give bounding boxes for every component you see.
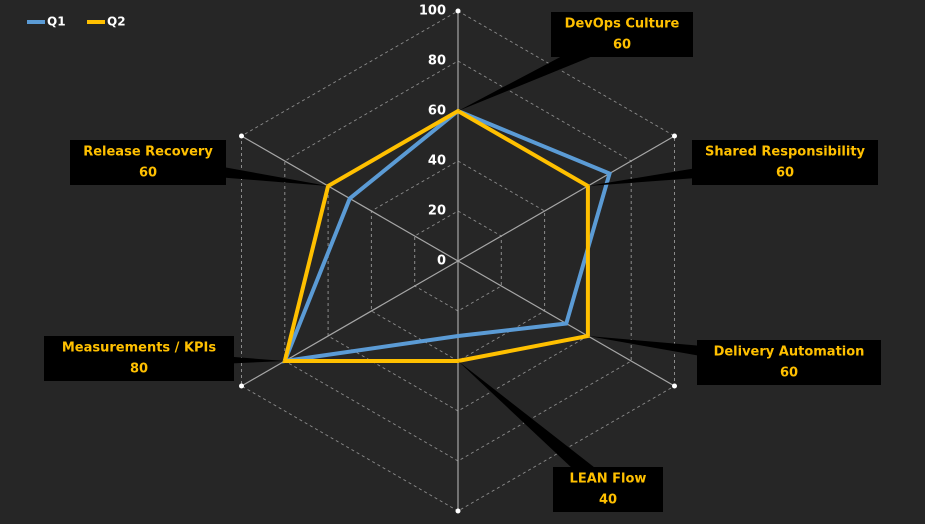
- axis-spoke: [241, 260, 459, 387]
- axis-end-dot: [672, 133, 678, 139]
- r-tick-label: 100: [419, 4, 446, 19]
- callout-value: 40: [599, 493, 617, 508]
- callout-leader: [458, 361, 614, 497]
- callout-category: Release Recovery: [83, 145, 213, 160]
- callout-box: [692, 140, 878, 185]
- r-tick-label: 20: [428, 204, 446, 219]
- legend-label: Q2: [107, 15, 126, 29]
- callout-category: Shared Responsibility: [705, 145, 866, 160]
- callout-box: [553, 467, 663, 512]
- axis-end-dot: [238, 133, 244, 139]
- r-tick-label: 40: [428, 154, 446, 169]
- callout-value: 60: [776, 166, 794, 181]
- axis-end-dot: [455, 508, 461, 514]
- callout-category: DevOps Culture: [565, 17, 680, 32]
- callout-value: 60: [613, 38, 631, 53]
- axis-end-dot: [672, 383, 678, 389]
- callout-box: [551, 12, 693, 57]
- series-line: [281, 108, 612, 364]
- callout-value: 60: [139, 166, 157, 181]
- axis-end-dot: [238, 383, 244, 389]
- axis-end-dot: [455, 8, 461, 14]
- callout-box: [44, 336, 234, 381]
- callout-value: 80: [130, 362, 148, 377]
- axis-spoke: [457, 135, 675, 262]
- callout-category: LEAN Flow: [570, 472, 647, 487]
- r-tick-label: 60: [428, 104, 446, 119]
- callout-box: [697, 340, 881, 385]
- legend-label: Q1: [47, 15, 66, 29]
- r-tick-label: 80: [428, 54, 446, 69]
- callout-value: 60: [780, 366, 798, 381]
- callout-category: Delivery Automation: [714, 345, 865, 360]
- callout-category: Measurements / KPIs: [62, 341, 217, 356]
- r-tick-label: 0: [437, 254, 446, 269]
- callout-box: [70, 140, 226, 185]
- series-line: [282, 108, 590, 363]
